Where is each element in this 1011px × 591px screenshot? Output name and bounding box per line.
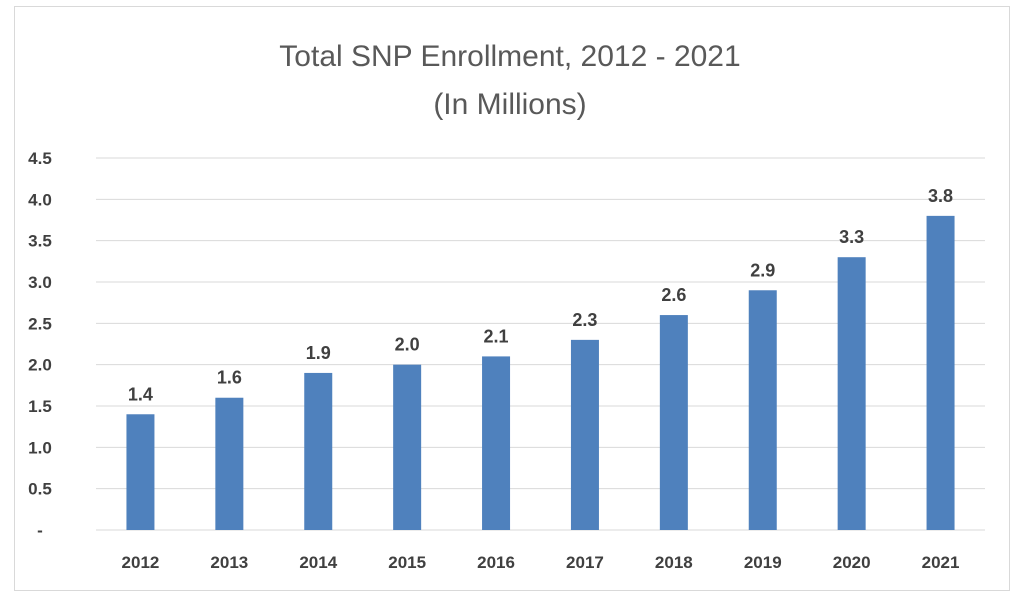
data-label: 1.6 — [217, 368, 242, 388]
y-tick-label: 4.0 — [28, 190, 52, 209]
x-axis-ticks: 2012 2013 2014 2015 2016 2017 2018 2019 2020 2021 — [122, 553, 960, 572]
bar — [659, 315, 688, 530]
bar — [570, 339, 599, 530]
data-label: 2.3 — [572, 310, 597, 330]
y-tick-label: 2.5 — [28, 314, 52, 333]
data-label: 3.3 — [839, 227, 864, 247]
x-tick-label: 2017 — [566, 553, 604, 572]
data-label: 3.8 — [928, 186, 953, 206]
data-label: 2.0 — [395, 335, 420, 355]
data-label: 2.9 — [750, 260, 775, 280]
bar — [482, 356, 511, 530]
x-tick-label: 2013 — [210, 553, 248, 572]
x-tick-label: 2021 — [922, 553, 960, 572]
x-tick-label: 2015 — [388, 553, 426, 572]
chart-title-line-2: (In Millions) — [433, 88, 586, 121]
bar — [748, 290, 777, 530]
x-tick-label: 2012 — [122, 553, 160, 572]
data-label: 1.4 — [128, 384, 153, 404]
bars — [126, 215, 955, 530]
bar — [126, 414, 155, 530]
x-tick-label: 2016 — [477, 553, 515, 572]
bar — [304, 372, 333, 530]
y-tick-label: 3.0 — [28, 273, 52, 292]
x-tick-label: 2014 — [299, 553, 337, 572]
gridlines — [96, 157, 985, 531]
bar — [926, 215, 955, 530]
data-label: 1.9 — [306, 343, 331, 363]
y-tick-label: - — [37, 521, 43, 540]
y-tick-label: 2.0 — [28, 356, 52, 375]
x-tick-label: 2019 — [744, 553, 782, 572]
data-label: 2.6 — [661, 285, 686, 305]
bar — [215, 397, 244, 530]
x-tick-label: 2018 — [655, 553, 693, 572]
chart-title-line-1: Total SNP Enrollment, 2012 - 2021 — [279, 40, 740, 73]
x-tick-label: 2020 — [833, 553, 871, 572]
y-axis-ticks: - 0.5 1.0 1.5 2.0 2.5 3.0 3.5 4.0 4.5 — [28, 149, 52, 540]
bar — [393, 364, 422, 530]
y-tick-label: 1.5 — [28, 397, 52, 416]
y-tick-label: 4.5 — [28, 149, 52, 168]
data-labels: 1.4 1.6 1.9 2.0 2.1 2.3 2.6 2.9 3.3 3.8 — [128, 186, 953, 404]
y-tick-label: 1.0 — [28, 438, 52, 457]
y-tick-label: 3.5 — [28, 232, 52, 251]
bar — [837, 257, 866, 530]
data-label: 2.1 — [484, 326, 509, 346]
y-tick-label: 0.5 — [28, 480, 52, 499]
